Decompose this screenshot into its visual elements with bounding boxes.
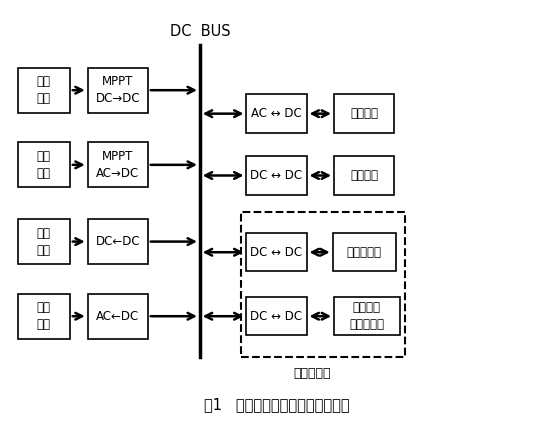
Text: 储能电池: 储能电池 xyxy=(350,169,378,182)
Text: 电动汾车
动力电池组: 电动汾车 动力电池组 xyxy=(349,301,384,331)
Bar xyxy=(18,219,70,264)
Bar xyxy=(334,95,394,133)
Bar xyxy=(247,297,306,335)
Bar xyxy=(247,233,306,271)
Text: DC ↔ DC: DC ↔ DC xyxy=(251,310,302,323)
Text: AC←DC: AC←DC xyxy=(96,310,139,323)
Bar xyxy=(87,68,148,113)
Text: MPPT
AC→DC: MPPT AC→DC xyxy=(96,150,139,180)
Bar xyxy=(18,143,70,187)
Bar xyxy=(247,156,306,195)
Text: DC←DC: DC←DC xyxy=(96,235,140,248)
Text: 可逆充电机: 可逆充电机 xyxy=(293,367,331,381)
Text: 风力
发电: 风力 发电 xyxy=(37,150,51,180)
Bar xyxy=(87,219,148,264)
Bar xyxy=(241,212,405,357)
Bar xyxy=(87,143,148,187)
Text: 交流
负载: 交流 负载 xyxy=(37,301,51,331)
Text: DC ↔ DC: DC ↔ DC xyxy=(251,246,302,259)
Bar xyxy=(334,297,400,335)
Text: DC  BUS: DC BUS xyxy=(170,24,230,39)
Bar xyxy=(332,233,395,271)
Bar xyxy=(247,95,306,133)
Bar xyxy=(18,68,70,113)
Text: AC ↔ DC: AC ↔ DC xyxy=(251,107,302,120)
Text: MPPT
DC→DC: MPPT DC→DC xyxy=(96,75,140,105)
Text: 交流电网: 交流电网 xyxy=(350,107,378,120)
Text: 超级电容组: 超级电容组 xyxy=(347,246,382,259)
Text: DC ↔ DC: DC ↔ DC xyxy=(251,169,302,182)
Text: 光伏
发电: 光伏 发电 xyxy=(37,75,51,105)
Text: 直流
负载: 直流 负载 xyxy=(37,227,51,257)
Bar xyxy=(87,294,148,339)
Bar xyxy=(18,294,70,339)
Bar xyxy=(334,156,394,195)
Text: 图1   含电动汾车的直流微电网结构: 图1 含电动汾车的直流微电网结构 xyxy=(204,397,349,412)
